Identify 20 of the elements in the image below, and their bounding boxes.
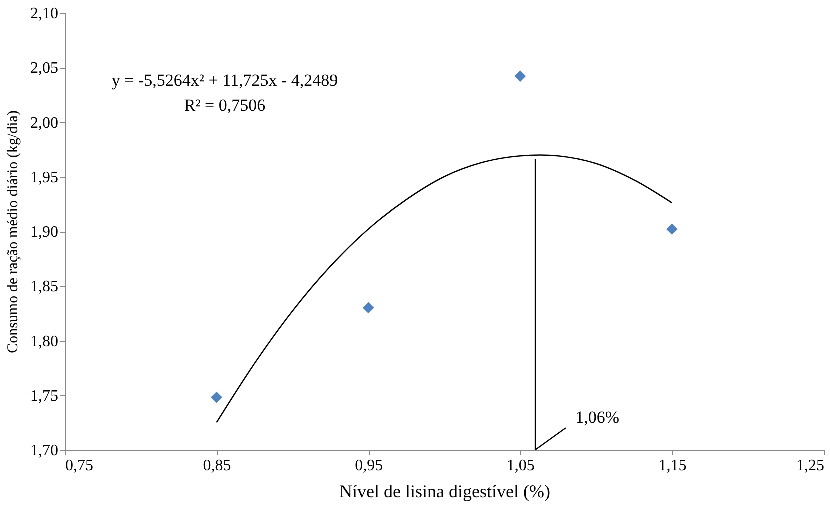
y-tick-label: 1,75 [30, 388, 58, 405]
y-tick-label: 1,80 [30, 333, 58, 350]
x-tick-label: 1,05 [506, 458, 535, 474]
y-tick-label: 2,00 [30, 114, 58, 132]
y-axis-title: Consumo de ração médio diário (kg/dia) [6, 110, 22, 354]
x-tick-label: 1,15 [658, 458, 687, 474]
y-tick-label: 1,95 [30, 169, 58, 186]
y-tick-label: 1,85 [30, 278, 58, 296]
x-tick-label: 0,85 [203, 458, 232, 474]
x-tick-label: 0,75 [66, 458, 94, 474]
x-tick-label: 0,95 [355, 458, 384, 474]
x-tick-label: 1,25 [796, 458, 824, 474]
annotation: y = -5,5264x² + 11,725x - 4,2489 [112, 71, 338, 90]
y-tick-label: 2,05 [30, 60, 58, 78]
annotation: R² = 0,7506 [184, 96, 266, 115]
annotation: 1,06% [576, 408, 620, 427]
y-tick-label: 1,70 [30, 442, 58, 460]
x-axis-title: Nível de lisina digestível (%) [340, 482, 550, 502]
y-tick-label: 1,90 [30, 224, 58, 241]
y-tick-label: 2,10 [30, 6, 58, 22]
